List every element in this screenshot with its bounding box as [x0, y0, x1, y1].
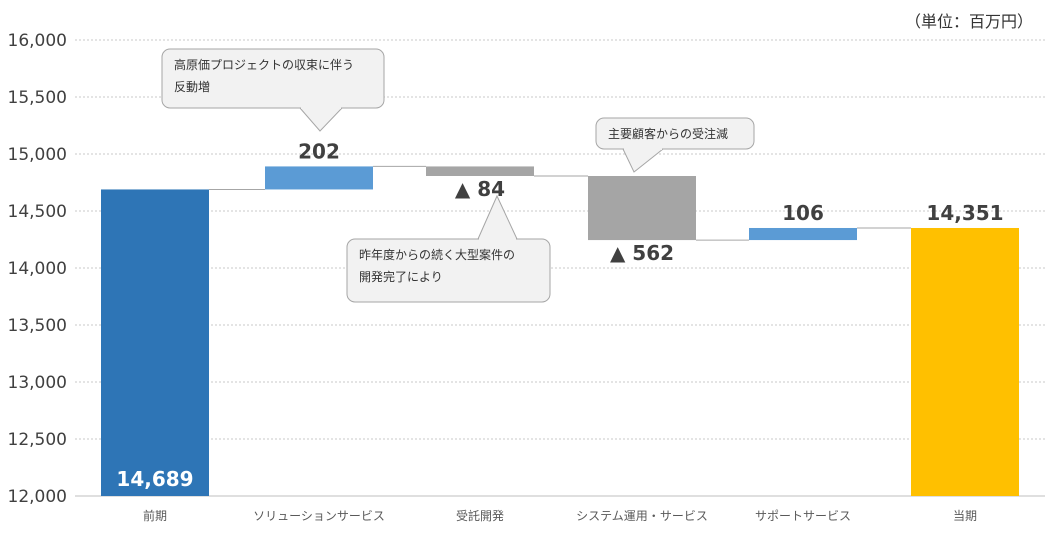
y-tick-label: 13,000	[8, 373, 67, 393]
bar-total	[911, 227, 1019, 496]
bar-value-label: 106	[782, 201, 824, 225]
callout-contract-dev-text: 開発完了により	[359, 269, 443, 284]
x-tick-label: 当期	[953, 509, 977, 523]
bar-increase	[749, 227, 857, 241]
bar-value-label: 14,689	[116, 467, 193, 491]
callout-system-ops-tail	[622, 148, 665, 173]
bar-decrease	[588, 176, 696, 241]
callout-contract-dev-box	[346, 238, 551, 303]
callout-contract-dev-tail	[477, 194, 518, 240]
callout-system-ops-box	[595, 117, 755, 150]
y-tick-label: 14,500	[8, 202, 67, 222]
callout-system-ops-text: 主要顧客からの受注減	[608, 126, 728, 141]
callout-solution-text: 反動増	[174, 80, 210, 94]
unit-label: （単位：百万円）	[904, 12, 1033, 31]
y-tick-label: 12,000	[8, 487, 67, 507]
bar-decrease	[426, 166, 534, 177]
x-tick-label: サポートサービス	[755, 509, 851, 523]
bar-value-label: 14,351	[926, 201, 1003, 225]
bar-total	[101, 189, 209, 497]
y-tick-label: 15,000	[8, 145, 67, 165]
bar-increase	[265, 166, 373, 190]
x-tick-label: ソリューションサービス	[253, 509, 385, 523]
x-tick-label: システム運用・サービス	[576, 509, 708, 523]
bar-value-label: ▲ 562	[610, 241, 674, 265]
x-tick-label: 受託開発	[456, 508, 504, 523]
bar-value-label: 202	[298, 139, 340, 163]
callout-solution-box	[161, 48, 385, 109]
x-tick-label: 前期	[143, 508, 167, 523]
y-tick-label: 12,500	[8, 430, 67, 450]
callout-solution-text: 高原価プロジェクトの収束に伴う	[174, 57, 354, 72]
y-tick-label: 13,500	[8, 316, 67, 336]
callout-solution-tail	[298, 107, 344, 132]
y-tick-label: 14,000	[8, 259, 67, 279]
callout-contract-dev-text: 昨年度からの続く大型案件の	[359, 247, 515, 262]
y-tick-label: 15,500	[8, 88, 67, 108]
y-tick-label: 16,000	[8, 31, 67, 51]
